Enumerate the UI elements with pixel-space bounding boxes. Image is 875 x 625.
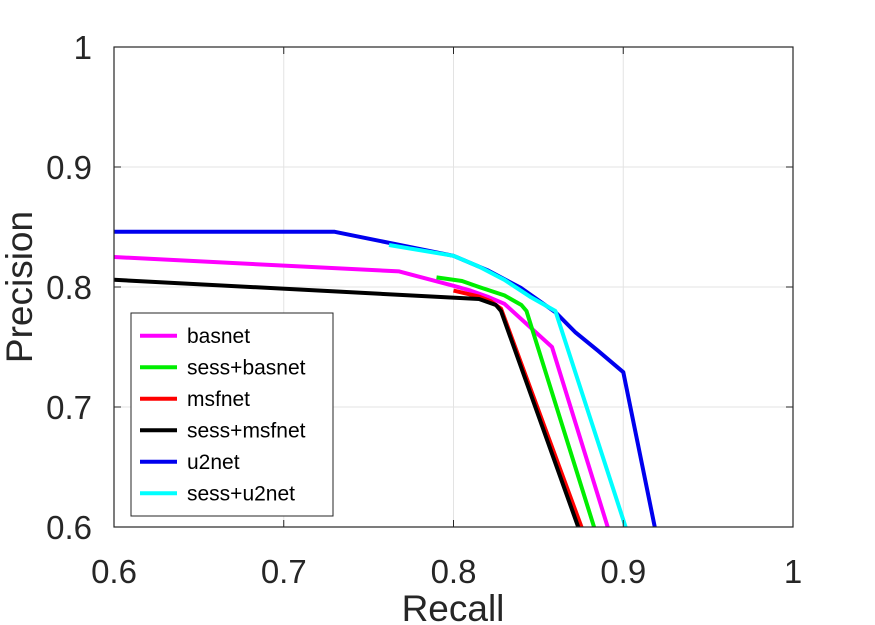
x-tick-label: 0.7 — [261, 553, 307, 590]
series-line-sess-basnet — [436, 275, 597, 527]
legend-label: msfnet — [187, 388, 250, 411]
y-tick-label: 0.6 — [46, 509, 92, 546]
series-line-sess-u2net — [388, 243, 628, 527]
legend: basnet sess+basnet msfnet sess+msfnet u2net s… — [130, 312, 334, 517]
y-tick-label: 1 — [74, 29, 92, 66]
x-axis-title: Recall — [402, 588, 505, 625]
x-tick-label: 1 — [784, 553, 802, 590]
y-axis-title: Precision — [0, 211, 40, 363]
axis-ticks: 0.6 0.7 0.8 0.9 1 0.6 0.7 0.8 0.9 1 — [46, 29, 802, 590]
series-lines — [114, 229, 657, 527]
series-line-basnet — [114, 255, 610, 527]
y-tick-label: 0.7 — [46, 389, 92, 426]
x-tick-label: 0.8 — [431, 553, 477, 590]
legend-label: sess+basnet — [187, 356, 306, 379]
legend-label: sess+u2net — [187, 482, 295, 505]
x-tick-label: 0.6 — [91, 553, 137, 590]
y-tick-label: 0.8 — [46, 269, 92, 306]
x-tick-label: 0.9 — [600, 553, 646, 590]
series-line-sess-msfnet — [114, 277, 581, 527]
legend-label: u2net — [187, 451, 240, 474]
y-tick-label: 0.9 — [46, 149, 92, 186]
legend-label: sess+msfnet — [187, 419, 306, 442]
legend-label: basnet — [187, 325, 250, 348]
legend-box — [130, 312, 334, 517]
